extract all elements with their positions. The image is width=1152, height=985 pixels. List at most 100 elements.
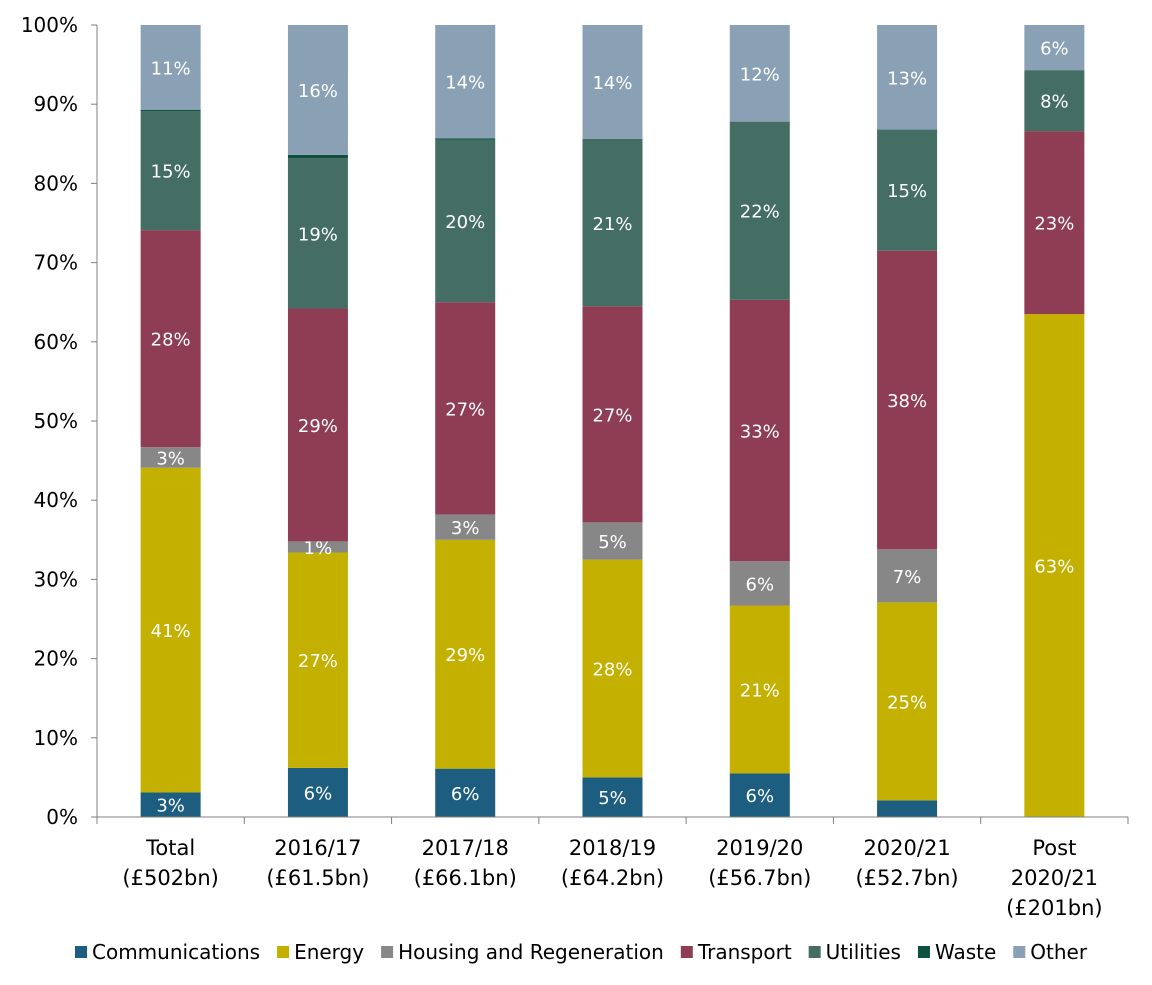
data-label: 11% — [151, 58, 191, 79]
data-label: 14% — [445, 73, 485, 94]
x-tick-label: 2019/20 — [716, 836, 803, 860]
bar-segment — [1024, 131, 1085, 315]
legend-label: Waste — [935, 940, 996, 964]
x-tick-label: 2016/17 — [274, 836, 361, 860]
y-tick-label: 10% — [34, 726, 78, 750]
bar-segment — [140, 467, 201, 793]
y-axis: 0% 10% 20% 30% 40% 50% 60% 70% 80% 90% 100% — [21, 13, 98, 829]
data-label: 3% — [451, 518, 480, 539]
bars: 3% 41% 3% 28% 15% 11% 6% 27% 1% 29% 19% 16% 6% 29% 3% 2… — [140, 25, 1085, 817]
legend-swatch — [680, 946, 693, 958]
data-label: 13% — [887, 68, 927, 89]
bar-segment — [140, 230, 201, 448]
data-label: 3% — [156, 448, 185, 469]
bar-segment — [582, 139, 643, 307]
bar-segment — [140, 447, 201, 468]
bar-segment — [140, 25, 201, 110]
data-label: 6% — [451, 784, 480, 805]
bar-segment — [287, 767, 348, 817]
x-tick-label: (£56.7bn) — [708, 866, 811, 890]
data-label: 7% — [893, 567, 922, 588]
y-tick-label: 60% — [34, 330, 78, 354]
data-label: 14% — [592, 73, 632, 94]
bar-segment — [435, 25, 496, 139]
data-label: 5% — [598, 532, 627, 553]
data-label: 15% — [887, 181, 927, 202]
bar-segment — [582, 522, 643, 560]
data-label: 20% — [445, 212, 485, 233]
data-label: 1% — [304, 538, 333, 559]
x-axis: Total (£502bn) 2016/17 (£61.5bn) 2017/18 (£66… — [96, 816, 1129, 920]
data-label: 6% — [746, 786, 775, 807]
legend-swatch — [277, 946, 290, 958]
x-tick-label: (£64.2bn) — [561, 866, 664, 890]
x-tick-label: 2020/21 — [1011, 866, 1098, 890]
bar-segment — [140, 792, 201, 817]
x-tick-label: (£201bn) — [1006, 896, 1102, 920]
bar-segment — [877, 549, 938, 603]
legend-swatch — [808, 946, 821, 958]
data-label: 6% — [304, 783, 333, 804]
y-tick-label: 30% — [34, 567, 78, 591]
data-label: 23% — [1034, 214, 1074, 235]
data-label: 16% — [298, 81, 338, 102]
bar-segment — [287, 541, 348, 553]
legend-label: Energy — [294, 940, 364, 964]
data-label: 25% — [887, 692, 927, 713]
bar-segment — [877, 800, 938, 817]
legend-label: Communications — [92, 940, 260, 964]
bar-segment — [1024, 25, 1085, 71]
legend-label: Transport — [697, 940, 792, 964]
bar-segment — [435, 768, 496, 817]
bar-segment — [435, 514, 496, 540]
x-tick-label: Total — [145, 836, 195, 860]
data-label: 15% — [151, 162, 191, 183]
y-tick-label: 100% — [21, 13, 78, 37]
bar-segment — [729, 605, 790, 774]
x-tick-label: (£66.1bn) — [414, 866, 517, 890]
bar-segment — [729, 561, 790, 606]
bar-segment — [287, 158, 348, 309]
bar-segment — [877, 129, 938, 251]
bar-segment — [287, 154, 348, 159]
y-tick-label: 80% — [34, 171, 78, 195]
bar-segment — [729, 121, 790, 300]
bar-segment — [582, 777, 643, 817]
data-label: 6% — [1040, 39, 1069, 60]
x-tick-label: Post — [1032, 836, 1076, 860]
data-label: 27% — [592, 405, 632, 426]
data-label: 3% — [156, 796, 185, 817]
bar-segment — [729, 773, 790, 817]
legend-label: Other — [1030, 940, 1088, 964]
bar-segment — [582, 559, 643, 778]
bar-segment — [1024, 70, 1085, 132]
x-tick-label: (£61.5bn) — [266, 866, 369, 890]
data-label: 29% — [298, 416, 338, 437]
data-label: 12% — [740, 64, 780, 85]
bar-segment — [877, 602, 938, 801]
y-tick-label: 90% — [34, 92, 78, 116]
bar-segment — [435, 539, 496, 769]
data-label: 21% — [740, 680, 780, 701]
data-label: 29% — [445, 645, 485, 666]
y-tick-label: 70% — [34, 251, 78, 275]
bar-segment — [435, 138, 496, 140]
bar-segment — [582, 25, 643, 140]
bar-segment — [582, 139, 643, 140]
legend-swatch — [75, 946, 87, 958]
bar-segment — [435, 139, 496, 303]
data-label: 33% — [740, 422, 780, 443]
bar-segment — [287, 308, 348, 542]
data-label: 6% — [746, 574, 775, 595]
legend-swatch — [917, 946, 930, 958]
y-tick-label: 20% — [34, 647, 78, 671]
x-tick-label: (£502bn) — [122, 866, 218, 890]
x-tick-label: 2017/18 — [422, 836, 509, 860]
x-tick-label: 2018/19 — [569, 836, 656, 860]
bar-segment — [877, 25, 938, 130]
data-label: 8% — [1040, 92, 1069, 113]
bar-segment — [729, 299, 790, 562]
legend-label: Housing and Regeneration — [398, 940, 664, 964]
y-tick-label: 40% — [34, 488, 78, 512]
legend-swatch — [1013, 946, 1026, 958]
